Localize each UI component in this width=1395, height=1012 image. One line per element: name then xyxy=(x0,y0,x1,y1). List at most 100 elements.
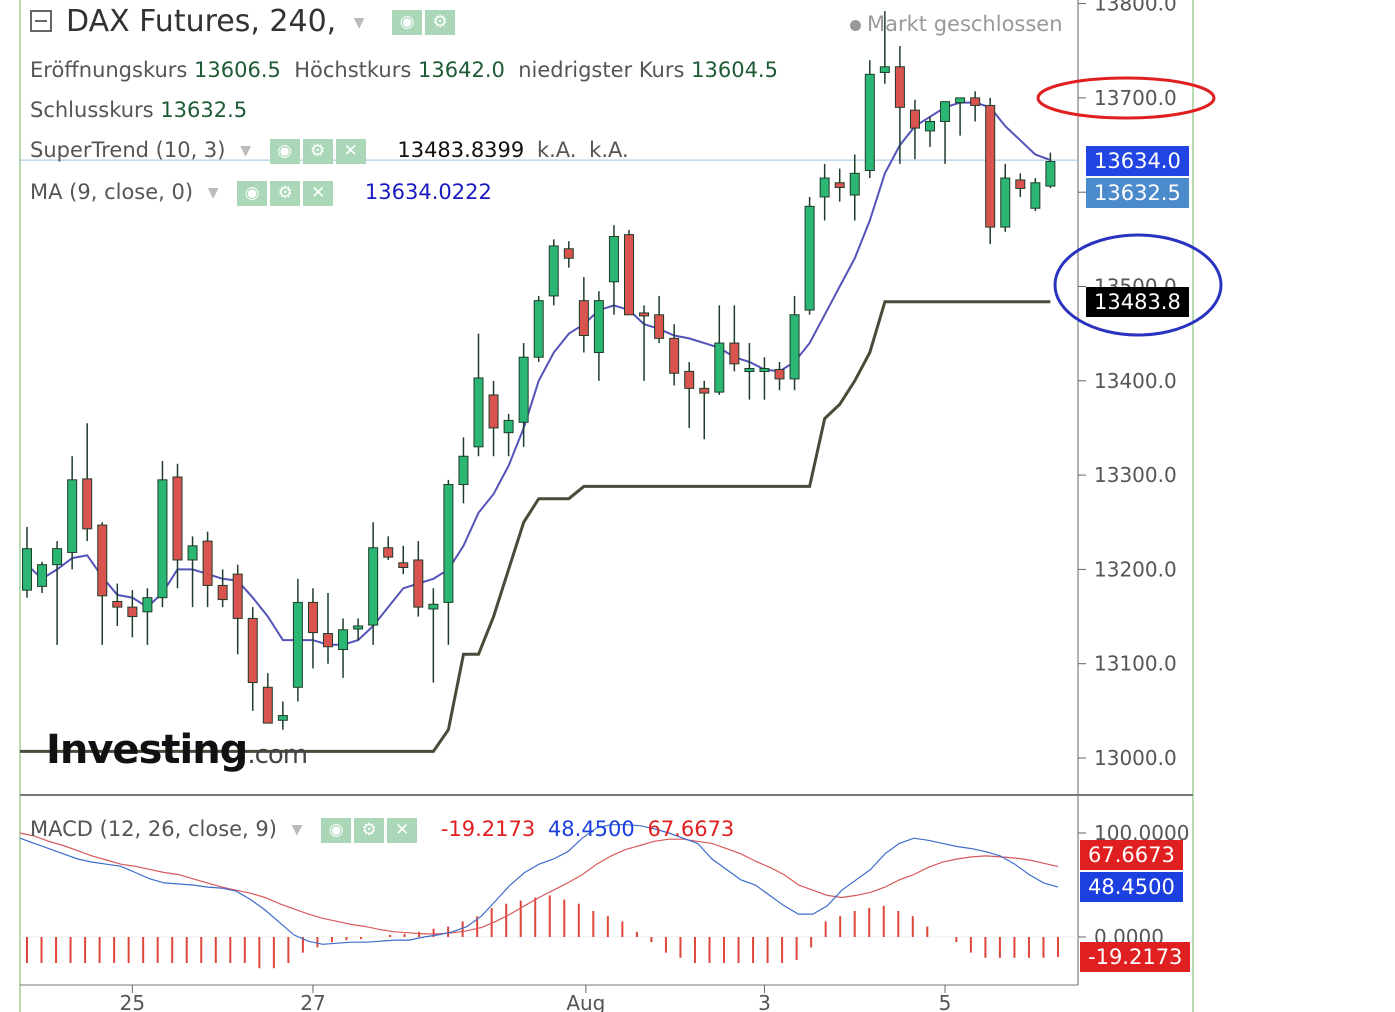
candle-down xyxy=(413,559,424,608)
candle-up xyxy=(548,245,559,297)
candle-down xyxy=(639,312,650,317)
candle-down xyxy=(563,248,574,259)
eye-icon[interactable]: ◉ xyxy=(321,817,352,843)
chevron-down-icon[interactable]: ▼ xyxy=(207,185,219,201)
close-icon[interactable]: ✕ xyxy=(303,180,334,206)
collapse-icon[interactable] xyxy=(30,10,52,32)
x-tick-label: 25 xyxy=(120,991,145,1012)
candle-down xyxy=(1015,179,1026,189)
candle-down xyxy=(97,524,108,597)
logo-brand: Investing xyxy=(46,727,248,773)
supertrend-legend[interactable]: SuperTrend (10, 3) ▼ ◉ ⚙ ✕ 13483.8399 k.A.… xyxy=(30,138,629,164)
candle-up xyxy=(353,625,364,630)
chevron-down-icon[interactable]: ▼ xyxy=(353,14,365,31)
candle-up xyxy=(1045,161,1056,187)
gear-icon[interactable]: ⚙ xyxy=(354,817,385,843)
gear-icon[interactable]: ⚙ xyxy=(270,180,301,206)
candle-up xyxy=(1030,182,1041,209)
supertrend-na2: k.A. xyxy=(589,138,629,162)
candle-down xyxy=(684,370,695,389)
candle-up xyxy=(458,455,469,486)
gear-icon[interactable]: ⚙ xyxy=(302,138,333,164)
y-tick-label: 13700.0 xyxy=(1094,86,1177,110)
candle-down xyxy=(774,368,785,380)
supertrend-label: SuperTrend (10, 3) xyxy=(30,138,226,162)
candle-down xyxy=(699,387,710,394)
candle-down xyxy=(217,584,228,601)
high-label: Höchstkurs xyxy=(294,58,412,82)
candle-up xyxy=(714,342,725,393)
candle-down xyxy=(578,300,589,337)
candle-down xyxy=(985,104,996,228)
candle-up xyxy=(1000,177,1011,228)
y-tick-label: 13100.0 xyxy=(1094,652,1177,676)
candle-down xyxy=(669,337,680,374)
macd-line xyxy=(19,824,1059,945)
high-value: 13642.0 xyxy=(418,58,505,82)
macd-legend[interactable]: MACD (12, 26, close, 9) ▼ ◉ ⚙ ✕ -19.2173 4… xyxy=(30,817,734,843)
market-status-text: Markt geschlossen xyxy=(867,12,1063,36)
ma-value: 13634.0222 xyxy=(364,180,492,204)
candle-up xyxy=(879,66,890,73)
candle-down xyxy=(262,686,273,724)
candle-down xyxy=(307,601,318,634)
candle-down xyxy=(894,66,905,108)
blue-highlight-ellipse xyxy=(1053,233,1223,337)
ohlc-line: Eröffnungskurs 13606.5 Höchstkurs 13642.… xyxy=(30,58,778,82)
close-icon[interactable]: ✕ xyxy=(387,817,418,843)
macd-hist-value: -19.2173 xyxy=(440,817,536,841)
ma-legend[interactable]: MA (9, close, 0) ▼ ◉ ⚙ ✕ 13634.0222 xyxy=(30,180,492,206)
candle-down xyxy=(112,600,123,608)
close-line: Schlusskurs 13632.5 xyxy=(30,98,247,122)
close-label: Schlusskurs xyxy=(30,98,154,122)
candle-up xyxy=(277,715,288,721)
candle-up xyxy=(473,377,484,448)
candle-up xyxy=(804,205,815,311)
chevron-down-icon[interactable]: ▼ xyxy=(240,143,251,159)
candle-up xyxy=(940,101,951,122)
y-tick-label: 13300.0 xyxy=(1094,463,1177,487)
candle-up xyxy=(142,597,153,613)
close-price-tag: 13632.5 xyxy=(1086,178,1189,208)
candle-down xyxy=(383,547,394,558)
eye-icon[interactable]: ◉ xyxy=(237,180,268,206)
candle-up xyxy=(368,547,379,626)
macd-label: MACD (12, 26, close, 9) xyxy=(30,817,277,841)
gear-icon[interactable]: ⚙ xyxy=(425,10,456,35)
red-highlight-ellipse xyxy=(1036,76,1216,120)
candle-down xyxy=(729,342,740,365)
x-tick-label: 27 xyxy=(300,991,325,1012)
candle-down xyxy=(398,562,409,569)
candle-up xyxy=(955,97,966,104)
eye-icon[interactable]: ◉ xyxy=(269,138,300,164)
candle-up xyxy=(292,601,303,688)
macd-signal-tag: 67.6673 xyxy=(1080,840,1183,870)
y-tick-label: 13400.0 xyxy=(1094,369,1177,393)
candle-up xyxy=(744,368,755,373)
candle-down xyxy=(323,633,333,648)
macd-line-value: 48.4500 xyxy=(547,817,635,841)
candle-down xyxy=(624,234,634,316)
supertrend-value: 13483.8399 xyxy=(397,138,525,162)
eye-icon[interactable]: ◉ xyxy=(392,10,423,35)
candle-up xyxy=(925,120,935,132)
candle-up xyxy=(518,356,529,423)
candle-up xyxy=(759,368,770,373)
logo-suffix: .com xyxy=(247,740,308,770)
candle-up xyxy=(533,300,544,358)
y-tick-label: 13000.0 xyxy=(1094,746,1177,770)
candle-up xyxy=(443,484,454,603)
candle-down xyxy=(127,606,138,618)
x-tick-label: 3 xyxy=(758,991,771,1012)
candle-down xyxy=(970,97,981,106)
low-value: 13604.5 xyxy=(691,58,778,82)
close-icon[interactable]: ✕ xyxy=(335,138,366,164)
x-tick-label: Aug xyxy=(566,991,605,1012)
candle-down xyxy=(202,540,213,586)
candle-up xyxy=(593,300,604,354)
chevron-down-icon[interactable]: ▼ xyxy=(291,822,303,838)
last-price-tag: 13634.0 xyxy=(1086,146,1189,176)
open-label: Eröffnungskurs xyxy=(30,58,188,82)
